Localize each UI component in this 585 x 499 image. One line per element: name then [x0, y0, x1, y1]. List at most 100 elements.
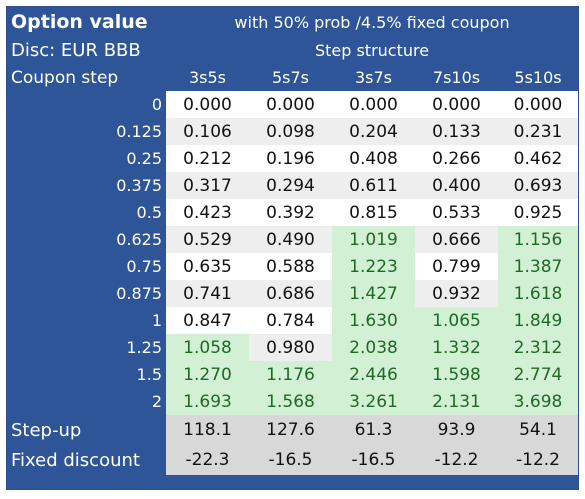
- coupon-step-value: 1.25: [126, 338, 162, 357]
- column-header: 5s7s: [271, 68, 310, 87]
- footer-value-cell: -12.2: [498, 445, 579, 475]
- footer-value-cell: 61.3: [332, 415, 415, 445]
- value-cell: 0.529: [166, 226, 249, 253]
- table-subtitle: with 50% prob /4.5% fixed coupon: [234, 12, 510, 32]
- value-cell: 0.784: [249, 307, 332, 334]
- value-cell: 0.666: [415, 226, 498, 253]
- value-cell: 0.212: [166, 145, 249, 172]
- value-cell: 2.312: [498, 334, 579, 361]
- value-cell: 1.019: [332, 226, 415, 253]
- value-cell: 0.000: [166, 91, 249, 118]
- value-cell: 0.423: [166, 199, 249, 226]
- value-cell: 1.387: [498, 253, 579, 280]
- footer-row: Step-up 118.1 127.6 61.3 93.9 54.1: [7, 415, 579, 445]
- value-cell: 0.317: [166, 172, 249, 199]
- step-structure-label: Step structure: [314, 41, 430, 60]
- coupon-step-value: 0.625: [116, 230, 162, 249]
- coupon-step-value: 0.375: [116, 176, 162, 195]
- value-cell: 3.261: [332, 388, 415, 415]
- value-cell: 1.427: [332, 280, 415, 307]
- footer-label: Step-up: [7, 415, 166, 445]
- value-cell: 0.815: [332, 199, 415, 226]
- coupon-step-value: 0.75: [126, 257, 162, 276]
- value-cell: 2.774: [498, 361, 579, 388]
- footer-value-cell: -16.5: [332, 445, 415, 475]
- value-cell: 0.847: [166, 307, 249, 334]
- value-cell: 0.635: [166, 253, 249, 280]
- table-row: 0.125 0.106 0.098 0.204 0.133 0.231: [7, 118, 579, 145]
- column-header: 3s5s: [188, 68, 227, 87]
- footer-value-cell: -12.2: [415, 445, 498, 475]
- table-row: 1.25 1.058 0.980 2.038 1.332 2.312: [7, 334, 579, 361]
- value-cell: 0.000: [498, 91, 579, 118]
- column-header: 7s10s: [432, 68, 481, 87]
- value-cell: 0.490: [249, 226, 332, 253]
- footer-value-cell: 54.1: [498, 415, 579, 445]
- value-cell: 1.693: [166, 388, 249, 415]
- value-cell: 0.980: [249, 334, 332, 361]
- value-cell: 0.204: [332, 118, 415, 145]
- value-cell: 1.618: [498, 280, 579, 307]
- coupon-step-value: 0: [151, 95, 162, 114]
- value-cell: 2.446: [332, 361, 415, 388]
- table-row: 1.5 1.270 1.176 2.446 1.598 2.774: [7, 361, 579, 388]
- value-cell: 0.133: [415, 118, 498, 145]
- table-title: Option value: [11, 11, 148, 33]
- value-cell: 1.270: [166, 361, 249, 388]
- table-row: 1 0.847 0.784 1.630 1.065 1.849: [7, 307, 579, 334]
- value-cell: 0.392: [249, 199, 332, 226]
- value-cell: 1.058: [166, 334, 249, 361]
- value-cell: 0.533: [415, 199, 498, 226]
- value-cell: 2.038: [332, 334, 415, 361]
- coupon-step-value: 0.25: [126, 149, 162, 168]
- value-cell: 1.568: [249, 388, 332, 415]
- value-cell: 0.799: [415, 253, 498, 280]
- value-cell: 0.932: [415, 280, 498, 307]
- coupon-step-label: Coupon step: [11, 67, 119, 88]
- column-header: 3s7s: [354, 68, 393, 87]
- value-cell: 1.156: [498, 226, 579, 253]
- table-row: 2 1.693 1.568 3.261 2.131 3.698: [7, 388, 579, 415]
- value-cell: 1.598: [415, 361, 498, 388]
- footer-value-cell: 118.1: [166, 415, 249, 445]
- coupon-step-value: 1.5: [136, 365, 162, 384]
- table-row: 0.875 0.741 0.686 1.427 0.932 1.618: [7, 280, 579, 307]
- footer-value-cell: 93.9: [415, 415, 498, 445]
- value-cell: 3.698: [498, 388, 579, 415]
- coupon-step-value: 1: [151, 311, 162, 330]
- value-cell: 0.294: [249, 172, 332, 199]
- value-cell: 0.925: [498, 199, 579, 226]
- footer-row: Fixed discount -22.3 -16.5 -16.5 -12.2 -12.2: [7, 445, 579, 475]
- value-cell: 0.611: [332, 172, 415, 199]
- footer-value-cell: -22.3: [166, 445, 249, 475]
- value-cell: 0.000: [249, 91, 332, 118]
- value-cell: 0.408: [332, 145, 415, 172]
- value-cell: 0.106: [166, 118, 249, 145]
- value-cell: 1.223: [332, 253, 415, 280]
- coupon-step-value: 0.5: [136, 203, 162, 222]
- value-cell: 0.686: [249, 280, 332, 307]
- column-header: 5s10s: [514, 68, 562, 87]
- value-cell: 0.231: [498, 118, 579, 145]
- footer-value-cell: 127.6: [249, 415, 332, 445]
- value-cell: 0.000: [415, 91, 498, 118]
- value-cell: 1.065: [415, 307, 498, 334]
- coupon-step-value: 0.125: [116, 122, 162, 141]
- value-cell: 2.131: [415, 388, 498, 415]
- table-row: 0.625 0.529 0.490 1.019 0.666 1.156: [7, 226, 579, 253]
- value-cell: 0.588: [249, 253, 332, 280]
- value-cell: 0.693: [498, 172, 579, 199]
- value-cell: 0.741: [166, 280, 249, 307]
- coupon-step-value: 0.875: [116, 284, 162, 303]
- value-cell: 1.176: [249, 361, 332, 388]
- option-value-table: Option value with 50% prob /4.5% fixed c…: [6, 6, 579, 490]
- footer-value-cell: -16.5: [249, 445, 332, 475]
- value-cell: 0.462: [498, 145, 579, 172]
- table-row: 0.375 0.317 0.294 0.611 0.400 0.693: [7, 172, 579, 199]
- footer-label: Fixed discount: [7, 445, 166, 475]
- table-row: 0 0.000 0.000 0.000 0.000 0.000: [7, 91, 579, 118]
- value-cell: 0.400: [415, 172, 498, 199]
- value-cell: 0.000: [332, 91, 415, 118]
- discount-label: Disc: EUR BBB: [11, 40, 141, 61]
- value-cell: 1.630: [332, 307, 415, 334]
